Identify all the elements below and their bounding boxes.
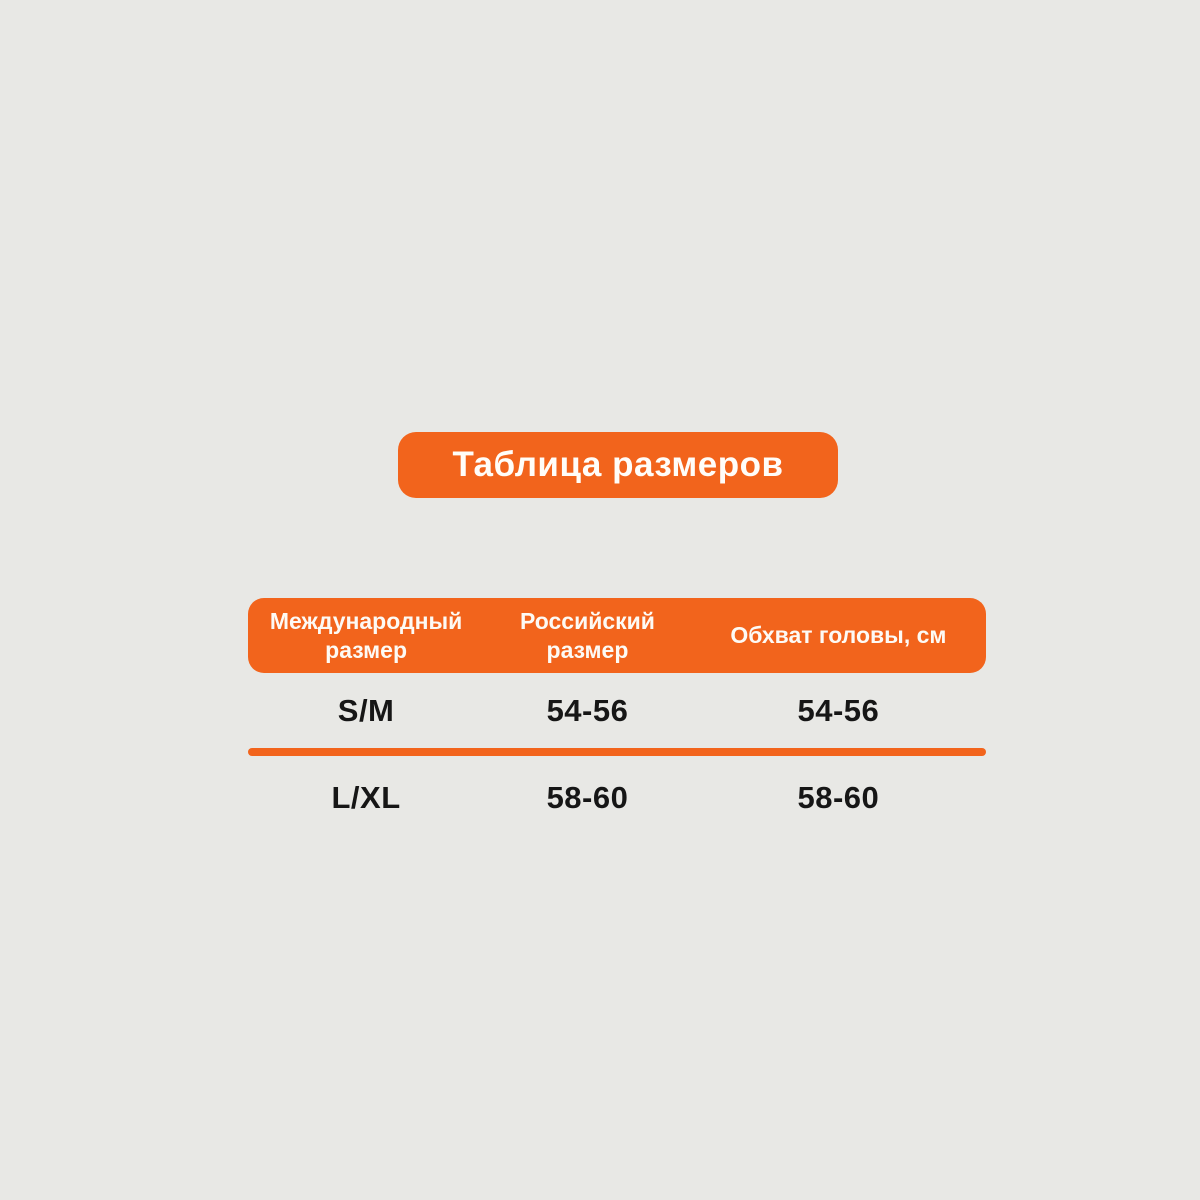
- size-chart-title-pill: Таблица размеров: [398, 432, 838, 498]
- cell-international-size: L/XL: [331, 780, 401, 815]
- header-international-size: Международный размер: [269, 607, 463, 663]
- size-table: Международный размер Российский размер О…: [248, 598, 986, 840]
- table-row: S/M 54-56 54-56: [248, 673, 986, 748]
- header-russian-size: Российский размер: [519, 607, 655, 663]
- cell-international-size: S/M: [337, 692, 395, 728]
- table-row: L/XL 58-60 58-60: [248, 756, 986, 840]
- size-table-header-row: Международный размер Российский размер О…: [248, 598, 986, 673]
- cell-head-circumference: 58-60: [797, 780, 880, 815]
- size-chart-title: Таблица размеров: [452, 445, 784, 484]
- cell-russian-size: 54-56: [546, 692, 629, 728]
- header-head-circumference: Обхват головы, см: [730, 622, 947, 649]
- row-divider: [248, 748, 986, 756]
- cell-head-circumference: 54-56: [797, 692, 880, 728]
- cell-russian-size: 58-60: [546, 780, 629, 815]
